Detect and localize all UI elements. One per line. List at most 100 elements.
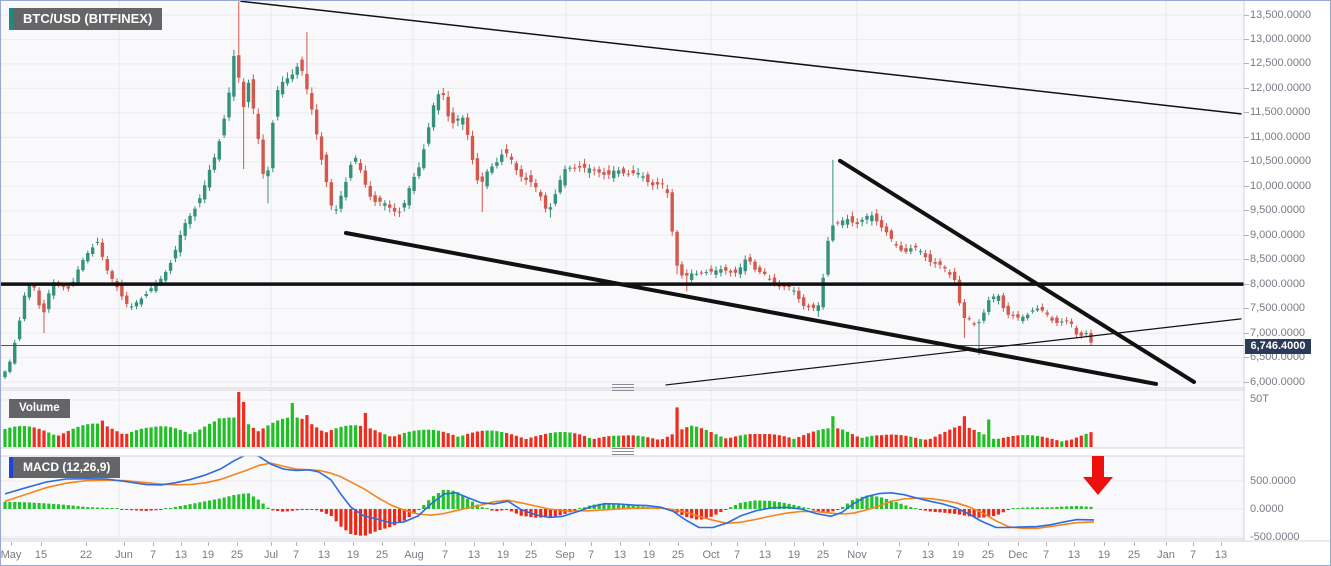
time-tick — [928, 542, 929, 546]
time-axis-label: Jul — [263, 549, 279, 561]
time-axis-label: 7 — [587, 549, 595, 561]
price-axis-label: 8,500.0000 — [1250, 253, 1306, 266]
volume-label: Volume — [19, 402, 60, 414]
time-tick — [1074, 542, 1075, 546]
price-tick — [1244, 38, 1249, 40]
macd-color-strip — [9, 457, 13, 478]
time-axis-label: 13 — [921, 549, 935, 561]
price-axis-label: 6,000.0000 — [1250, 375, 1306, 388]
time-tick — [237, 542, 238, 546]
time-axis-label: 25 — [524, 549, 538, 561]
time-tick — [1221, 542, 1222, 546]
time-axis-label: 25 — [671, 549, 685, 561]
time-axis-label: 19 — [201, 549, 215, 561]
price-axis-label: 10,500.0000 — [1250, 155, 1312, 168]
price-axis-label: 11,500.0000 — [1250, 106, 1311, 119]
time-axis-label: Dec — [1008, 549, 1028, 561]
time-tick — [1104, 542, 1105, 546]
time-axis-label: 7 — [441, 549, 449, 561]
symbol-legend[interactable]: BTC/USD (BITFINEX) — [9, 8, 163, 30]
price-tick — [1244, 87, 1249, 89]
volume-legend[interactable]: Volume — [9, 399, 70, 418]
time-tick — [565, 542, 566, 546]
red-down-arrow-icon[interactable] — [1082, 456, 1114, 496]
price-tick — [1244, 14, 1249, 16]
time-tick — [181, 542, 182, 546]
time-tick — [445, 542, 446, 546]
price-tick — [1244, 161, 1249, 163]
time-axis-label: May — [0, 549, 22, 561]
time-axis-label: 19 — [787, 549, 801, 561]
time-axis-label: 13 — [317, 549, 331, 561]
pane-resize-handle-icon[interactable] — [612, 448, 634, 455]
time-axis-label: Jun — [115, 549, 133, 561]
time-axis-label: 13 — [758, 549, 772, 561]
time-tick — [531, 542, 532, 546]
time-axis-label: 25 — [816, 549, 830, 561]
time-tick — [620, 542, 621, 546]
macd-axis-label: 0.0000 — [1250, 502, 1284, 515]
time-axis-label: 25 — [375, 549, 389, 561]
time-axis-label: 13 — [613, 549, 627, 561]
time-tick — [649, 542, 650, 546]
time-axis-label: 19 — [346, 549, 360, 561]
macd-axis-label: -500.0000 — [1250, 530, 1300, 543]
pane-resize-handle-icon[interactable] — [612, 384, 634, 391]
time-axis-label: 19 — [1097, 549, 1111, 561]
time-tick — [591, 542, 592, 546]
time-tick — [353, 542, 354, 546]
time-axis-label: 13 — [1214, 549, 1228, 561]
current-price-badge: 6,746.4000 — [1245, 339, 1311, 354]
time-axis-label: 13 — [1067, 549, 1081, 561]
time-tick — [414, 542, 415, 546]
macd-legend[interactable]: MACD (12,26,9) — [9, 457, 121, 478]
time-tick — [503, 542, 504, 546]
price-axis-label: 13,500.0000 — [1250, 8, 1312, 21]
time-tick — [324, 542, 325, 546]
time-tick — [1166, 542, 1167, 546]
price-axis-label: 10,000.0000 — [1250, 179, 1312, 192]
price-tick — [1244, 332, 1249, 334]
time-axis-label: 15 — [34, 549, 48, 561]
price-axis-label: 12,500.0000 — [1250, 57, 1312, 70]
price-tick — [1244, 234, 1249, 236]
time-tick — [1134, 542, 1135, 546]
time-tick — [711, 542, 712, 546]
price-tick — [1244, 63, 1249, 65]
time-tick — [678, 542, 679, 546]
price-tick — [1244, 259, 1249, 261]
price-axis-label: 9,500.0000 — [1250, 204, 1306, 217]
price-tick — [1244, 357, 1249, 359]
time-axis-label: 22 — [79, 549, 93, 561]
price-tick — [1244, 210, 1249, 212]
time-tick — [208, 542, 209, 546]
macd-label: MACD (12,26,9) — [23, 460, 111, 474]
time-tick — [899, 542, 900, 546]
price-axis-label: 11,000.0000 — [1250, 130, 1311, 143]
time-tick — [382, 542, 383, 546]
time-tick — [11, 542, 12, 546]
time-tick — [296, 542, 297, 546]
price-tick — [1244, 112, 1249, 114]
time-axis-label: 19 — [642, 549, 656, 561]
time-tick — [1193, 542, 1194, 546]
time-tick — [794, 542, 795, 546]
time-tick — [1046, 542, 1047, 546]
symbol-color-strip — [9, 8, 13, 30]
time-axis-label: 7 — [292, 549, 300, 561]
time-axis-label: 19 — [496, 549, 510, 561]
price-axis-label: 6,500.0000 — [1250, 351, 1306, 364]
time-tick — [823, 542, 824, 546]
time-tick — [271, 542, 272, 546]
time-tick — [1018, 542, 1019, 546]
time-axis-label: 7 — [895, 549, 903, 561]
time-axis-label: 25 — [981, 549, 995, 561]
time-axis-label: 19 — [951, 549, 965, 561]
time-axis-label: 7 — [733, 549, 741, 561]
price-tick — [1244, 185, 1249, 187]
time-tick — [124, 542, 125, 546]
time-tick — [737, 542, 738, 546]
price-axis-label: 12,000.0000 — [1250, 81, 1312, 94]
